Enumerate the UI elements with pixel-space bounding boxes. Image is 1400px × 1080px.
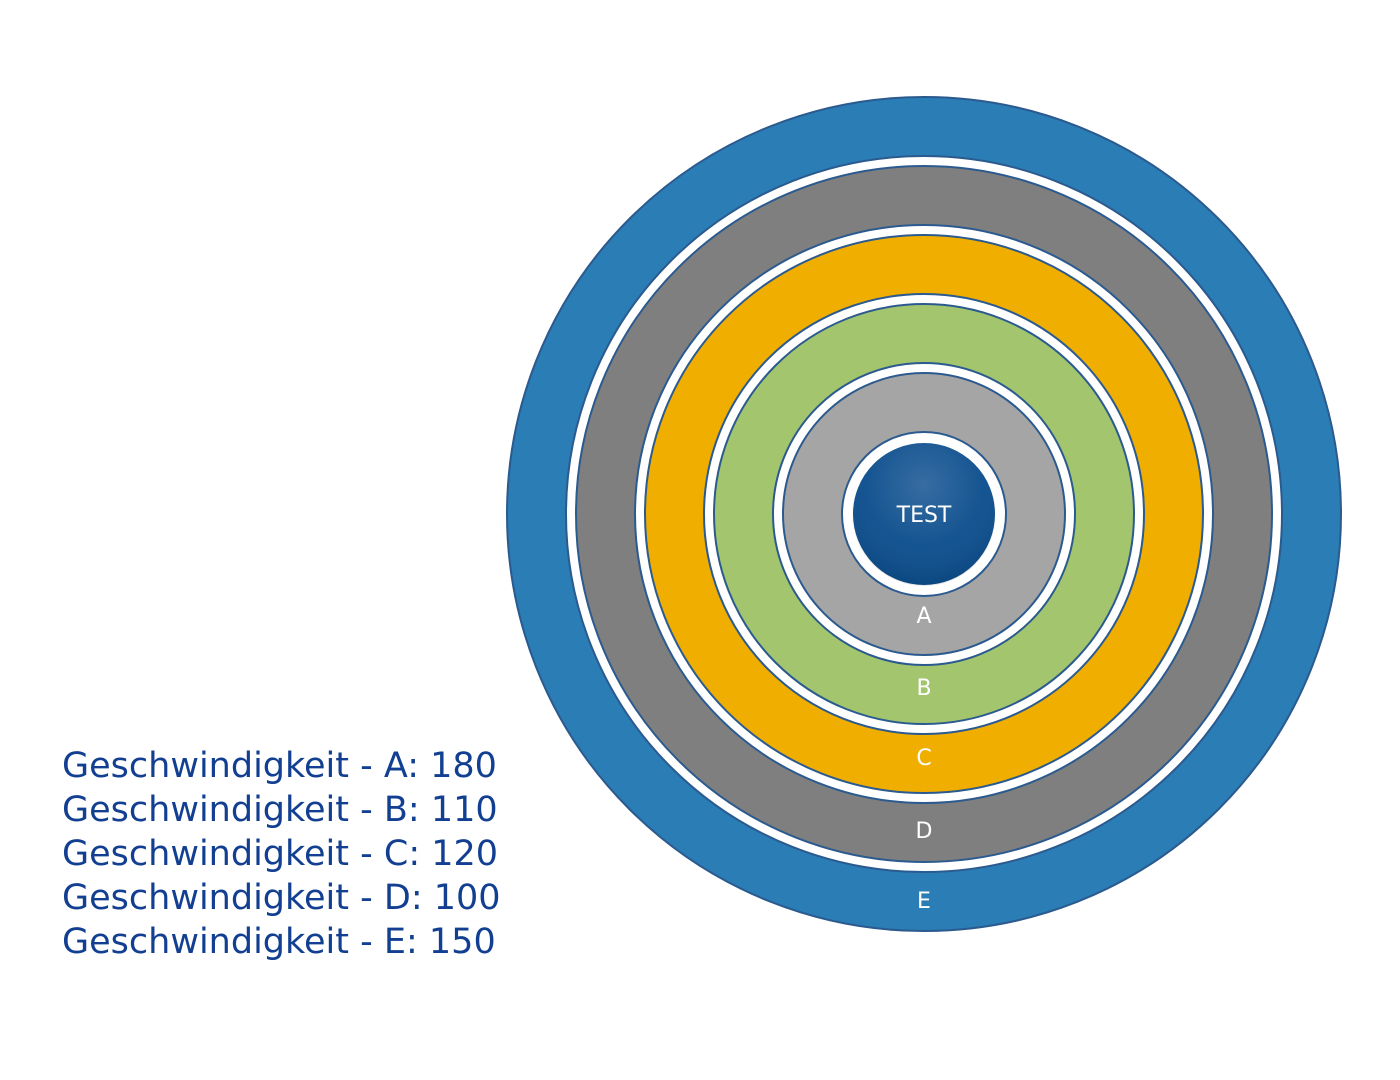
ring-label-e: E: [917, 889, 931, 914]
legend-item-a: Geschwindigkeit - A: 180: [62, 746, 497, 786]
center-gloss: [852, 442, 996, 586]
ring-label-a: A: [916, 604, 931, 629]
legend-item-b: Geschwindigkeit - B: 110: [62, 790, 498, 830]
ring-label-b: B: [916, 676, 931, 701]
ring-label-c: C: [916, 746, 931, 771]
ring-label-d: D: [916, 819, 933, 844]
center-label: TEST: [896, 503, 952, 528]
center-node: TEST: [851, 441, 997, 587]
legend-item-c: Geschwindigkeit - C: 120: [62, 834, 499, 874]
legend-item-e: Geschwindigkeit - E: 150: [62, 922, 496, 962]
legend-item-d: Geschwindigkeit - D: 100: [62, 878, 501, 918]
speed-legend: Geschwindigkeit - A: 180 Geschwindigkeit…: [62, 744, 501, 964]
